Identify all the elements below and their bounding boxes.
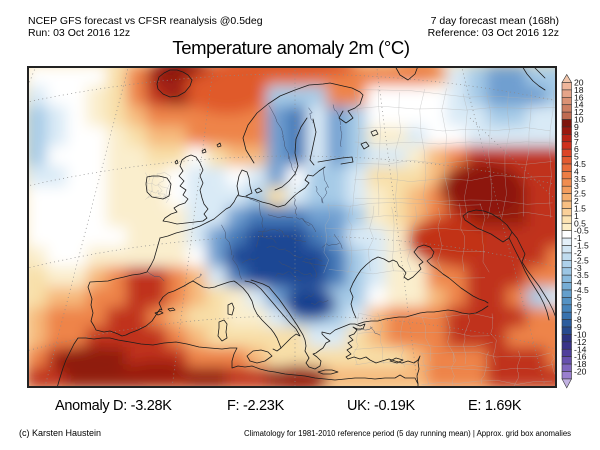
svg-text:-6: -6: [574, 300, 582, 310]
svg-text:-1: -1: [574, 233, 582, 243]
svg-text:-16: -16: [574, 352, 587, 362]
svg-text:-7: -7: [574, 307, 582, 317]
svg-text:10: 10: [574, 115, 584, 125]
svg-text:-8: -8: [574, 315, 582, 325]
svg-text:16: 16: [574, 92, 584, 102]
svg-text:-3.5: -3.5: [574, 270, 589, 280]
svg-text:12: 12: [574, 107, 584, 117]
svg-text:20: 20: [574, 78, 584, 88]
svg-text:7: 7: [574, 137, 579, 147]
svg-text:18: 18: [574, 85, 584, 95]
svg-text:0.5: 0.5: [574, 218, 586, 228]
svg-text:4.5: 4.5: [574, 159, 586, 169]
svg-text:3: 3: [574, 181, 579, 191]
svg-text:3.5: 3.5: [574, 174, 586, 184]
svg-text:-1.5: -1.5: [574, 241, 589, 251]
svg-text:-10: -10: [574, 329, 587, 339]
svg-text:-3: -3: [574, 263, 582, 273]
svg-text:-4: -4: [574, 278, 582, 288]
svg-text:-14: -14: [574, 344, 587, 354]
svg-text:4: 4: [574, 166, 579, 176]
svg-text:-9: -9: [574, 322, 582, 332]
svg-text:-12: -12: [574, 337, 587, 347]
svg-text:-2: -2: [574, 248, 582, 258]
svg-text:2: 2: [574, 196, 579, 206]
svg-text:-0.5: -0.5: [574, 226, 589, 236]
svg-text:-5: -5: [574, 292, 582, 302]
svg-text:2.5: 2.5: [574, 189, 586, 199]
svg-text:6: 6: [574, 144, 579, 154]
svg-text:-2.5: -2.5: [574, 255, 589, 265]
svg-text:14: 14: [574, 100, 584, 110]
svg-text:5: 5: [574, 152, 579, 162]
svg-text:-4.5: -4.5: [574, 285, 589, 295]
svg-text:8: 8: [574, 129, 579, 139]
svg-text:-18: -18: [574, 359, 587, 369]
svg-text:-20: -20: [574, 366, 587, 376]
svg-text:9: 9: [574, 122, 579, 132]
svg-text:1: 1: [574, 211, 579, 221]
svg-text:1.5: 1.5: [574, 203, 586, 213]
